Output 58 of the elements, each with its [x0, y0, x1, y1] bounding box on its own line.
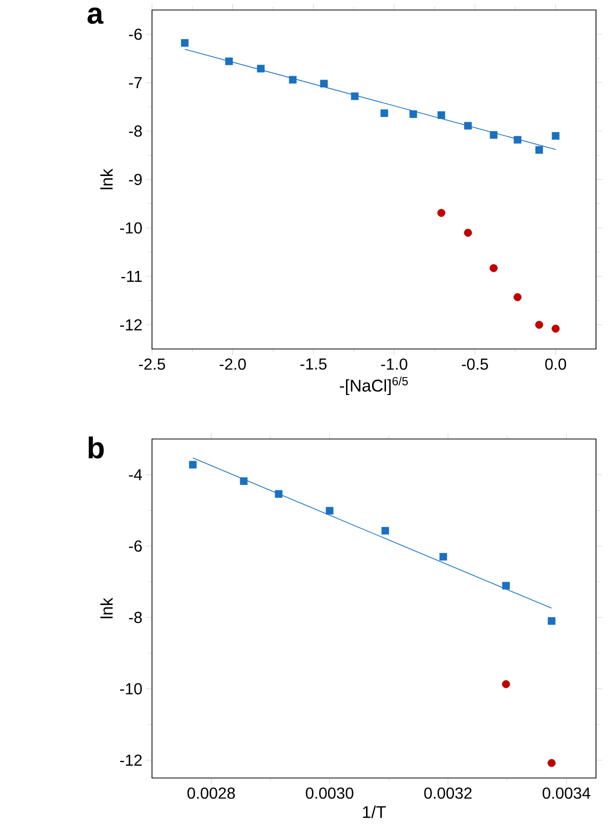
x-tick-label: 0.0032 [424, 788, 472, 799]
y-tick-label: -7 [129, 77, 142, 88]
point [552, 324, 560, 333]
point [225, 58, 233, 66]
y-tick-label: -8 [129, 125, 142, 137]
x-tick-label: -1.5 [300, 358, 327, 370]
point [409, 110, 418, 118]
x-tick-label: -1.0 [381, 358, 408, 370]
point [189, 460, 197, 468]
point [502, 680, 510, 688]
chart-title: b [88, 436, 104, 459]
y-tick-label: -8 [129, 612, 142, 624]
point [552, 132, 560, 140]
x-tick-label: -0.5 [462, 358, 488, 370]
chart-title: a [88, 8, 104, 24]
point [535, 320, 544, 329]
y-tick-label: -6 [129, 540, 142, 552]
x-axis-title: 1/T [363, 806, 386, 818]
point [326, 506, 334, 515]
point [350, 92, 359, 100]
point [514, 136, 522, 144]
point [240, 477, 248, 485]
point [320, 80, 328, 88]
x-tick-label: 0.0030 [306, 788, 354, 799]
y-tick-label: -12 [120, 754, 142, 766]
point [381, 526, 390, 535]
point [548, 617, 556, 625]
y-tick-label: -11 [121, 270, 142, 282]
point [502, 582, 510, 590]
x-axis-title: -[NaCl]$^{6/5}$ [340, 376, 408, 396]
point [490, 264, 498, 272]
x-tick-label: 0.0028 [187, 788, 235, 799]
y-tick-label: -4 [129, 469, 142, 480]
y-tick-label: -9 [129, 174, 142, 186]
x-tick-label: 0.0 [545, 358, 566, 370]
point [464, 122, 472, 130]
y-tick-label: -10 [120, 683, 142, 694]
y-tick-label: -6 [129, 28, 142, 40]
point [439, 552, 448, 561]
point [514, 293, 522, 302]
point [464, 228, 472, 237]
point [288, 76, 297, 84]
x-tick-label: -2.0 [220, 358, 246, 370]
y-tick-label: -10 [120, 222, 142, 234]
point [437, 208, 446, 217]
point [380, 109, 388, 117]
y-axis-title: lnk [100, 598, 113, 618]
x-tick-label: 0.0034 [542, 788, 590, 799]
point [490, 131, 498, 139]
point [274, 490, 282, 498]
point [180, 39, 189, 47]
y-tick-label: -12 [120, 319, 142, 330]
point [438, 111, 446, 119]
point [535, 146, 543, 154]
y-axis-title: lnk [100, 168, 113, 190]
x-tick-label: -2.5 [138, 358, 166, 370]
point [257, 64, 265, 72]
point [548, 759, 556, 768]
